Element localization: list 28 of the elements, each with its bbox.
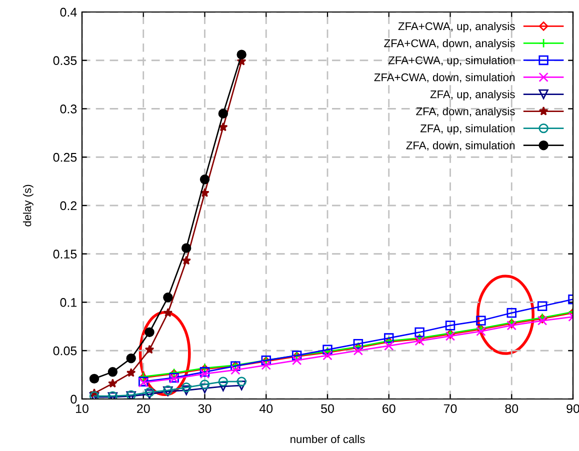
- y-axis-title: delay (s): [23, 184, 34, 226]
- x-tick-label: 40: [259, 404, 273, 414]
- y-tick-label: 0.15: [53, 250, 77, 259]
- y-tick-label: 0.3: [60, 104, 77, 114]
- x-tick-label: 50: [321, 404, 334, 414]
- x-tick-label: 20: [137, 404, 150, 414]
- legend-label: ZFA, down, simulation: [406, 141, 515, 151]
- x-tick-label: 30: [198, 404, 212, 414]
- x-tick-label: 70: [444, 404, 457, 414]
- x-tick-label: 90: [566, 404, 579, 414]
- legend-label: ZFA+CWA, up, analysis: [398, 22, 515, 32]
- y-tick-label: 0: [70, 394, 77, 404]
- y-tick-label: 0.2: [60, 201, 77, 210]
- legend-label: ZFA, down, analysis: [416, 107, 515, 118]
- y-tick-label: 0.1: [60, 298, 77, 307]
- x-tick-label: 60: [382, 404, 396, 414]
- legend-label: ZFA+CWA, up, simulation: [388, 56, 515, 66]
- x-tick-label: 10: [76, 404, 88, 414]
- legend-label: ZFA+CWA, down, simulation: [374, 73, 515, 83]
- legend-label: ZFA+CWA, down, analysis: [384, 39, 515, 50]
- x-tick-label: 80: [505, 404, 518, 414]
- legend-label: ZFA, up, analysis: [430, 90, 515, 100]
- y-tick-label: 0.35: [53, 56, 77, 66]
- y-tick-label: 0.25: [53, 152, 77, 162]
- legend-label: ZFA, up, simulation: [420, 124, 515, 135]
- y-tick-label: 0.05: [53, 346, 77, 356]
- x-axis-title: number of calls: [290, 434, 365, 444]
- y-tick-label: 0.4: [60, 8, 77, 17]
